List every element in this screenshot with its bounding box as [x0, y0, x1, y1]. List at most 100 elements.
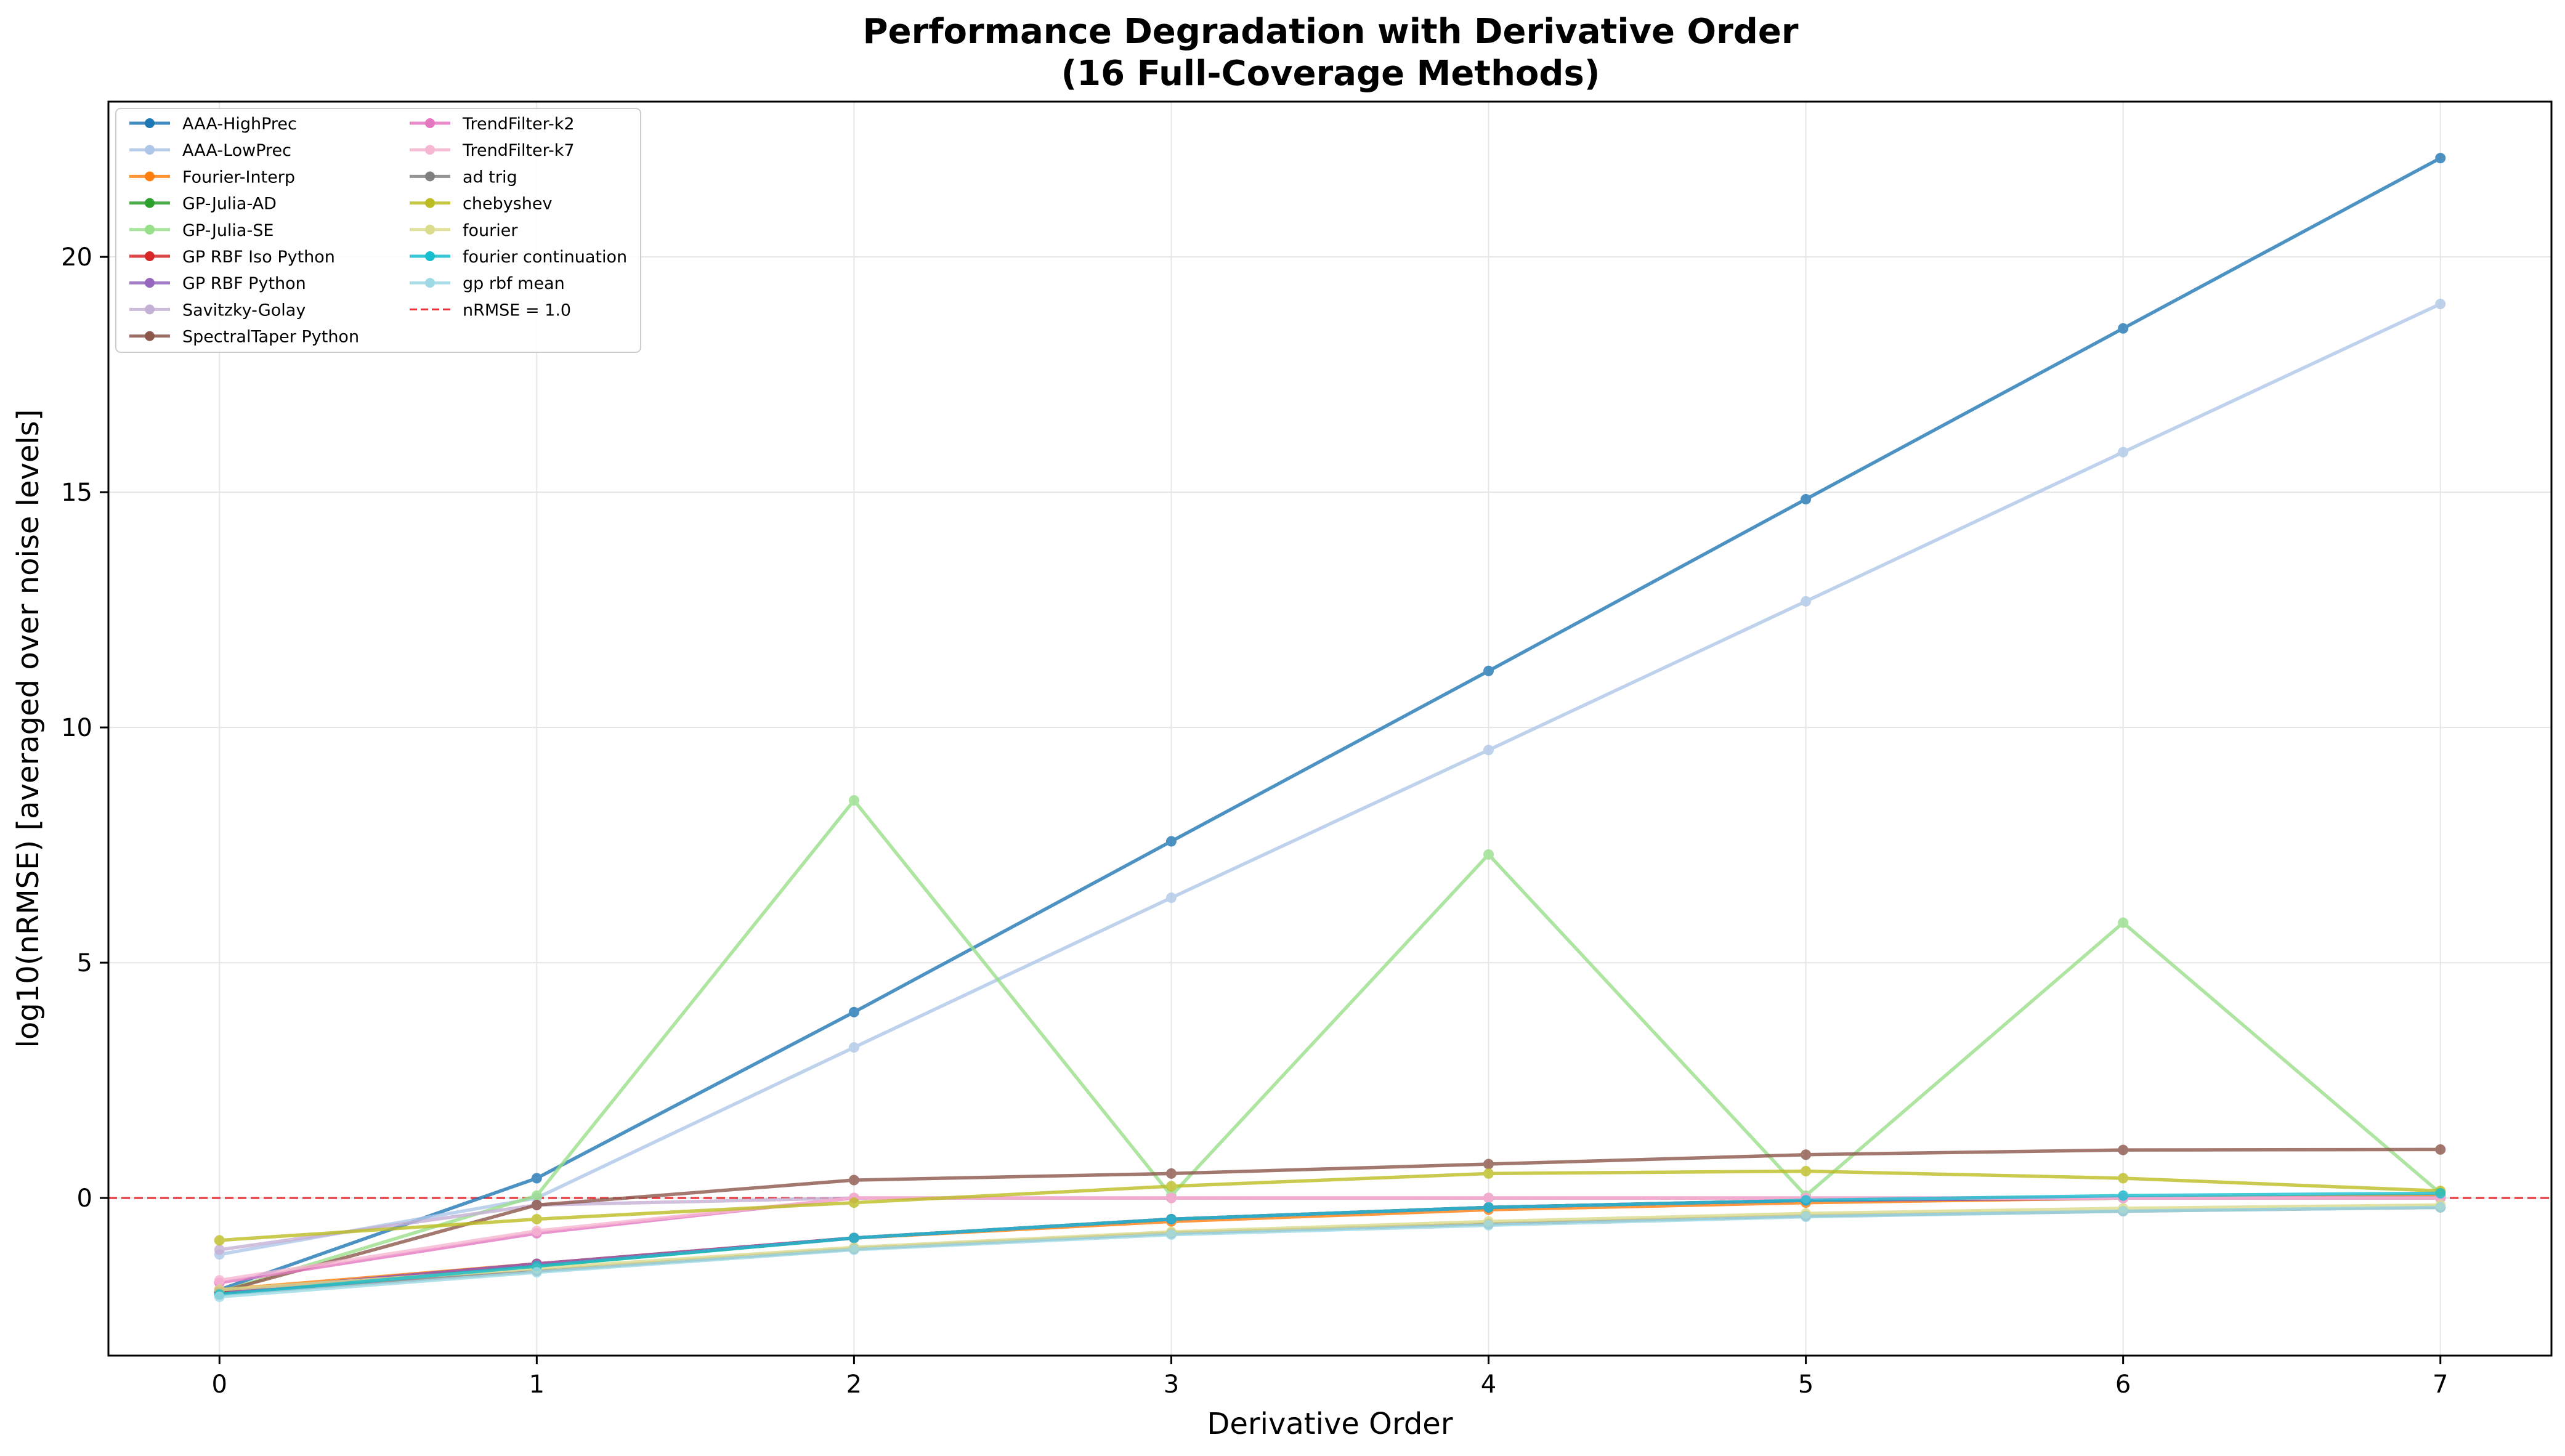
series-aaa-lowprec: [214, 299, 2446, 1260]
y-tick-label: 10: [61, 714, 92, 742]
legend: AAA-HighPrec AAA-LowPrec Fourier-Interp GP-…: [115, 108, 641, 353]
data-point: [848, 1175, 859, 1186]
data-point: [531, 1200, 542, 1211]
data-point: [1165, 1229, 1177, 1240]
legend-marker: [425, 278, 435, 288]
data-point: [1165, 836, 1177, 847]
data-point: [2435, 1187, 2446, 1199]
data-point: [848, 1197, 859, 1208]
series-gp-rbf-mean: [214, 1202, 2446, 1303]
legend-label: chebyshev: [463, 195, 552, 214]
legend-marker: [145, 304, 155, 315]
x-tick-label: 4: [1481, 1370, 1496, 1399]
y-tick-label: 0: [77, 1184, 92, 1213]
data-point: [848, 1232, 859, 1244]
legend-item: SpectralTaper Python: [129, 328, 359, 347]
data-point: [531, 1226, 542, 1237]
data-point: [214, 1292, 225, 1303]
data-point: [1483, 1192, 1494, 1203]
data-point: [2435, 1202, 2446, 1213]
legend-item: fourier: [410, 221, 518, 240]
data-point: [531, 1267, 542, 1278]
legend-label: Fourier-Interp: [182, 168, 295, 187]
data-point: [1165, 1168, 1177, 1179]
legend-item: ad trig: [410, 168, 517, 187]
legend-marker: [145, 251, 155, 261]
legend-label: GP RBF Python: [182, 274, 306, 293]
legend-label: AAA-HighPrec: [182, 115, 297, 134]
legend-label: AAA-LowPrec: [182, 141, 291, 160]
legend-item: TrendFilter-k7: [410, 141, 575, 160]
data-point: [1801, 1211, 1812, 1223]
series-aaa-highprec: [214, 153, 2446, 1295]
legend-item: GP RBF Iso Python: [129, 248, 335, 267]
x-tick-label: 0: [212, 1370, 227, 1399]
legend-label: GP-Julia-AD: [182, 195, 277, 214]
legend-label: TrendFilter-k7: [462, 141, 575, 160]
data-point: [848, 1006, 859, 1017]
x-tick-label: 5: [1798, 1370, 1813, 1399]
y-tick-label: 5: [77, 949, 92, 977]
legend-item: fourier continuation: [410, 248, 627, 267]
series-chebyshev: [214, 1166, 2446, 1246]
series-line: [219, 1147, 2441, 1294]
data-point: [2118, 323, 2129, 334]
data-point: [531, 1190, 542, 1201]
legend-marker: [425, 145, 435, 155]
legend-item: Savitzky-Golay: [129, 301, 306, 320]
data-point: [2435, 299, 2446, 310]
chart-title-line-2: (16 Full-Coverage Methods): [1061, 54, 1600, 94]
legend-marker: [425, 118, 435, 128]
series-line: [219, 1205, 2441, 1299]
legend-marker: [145, 145, 155, 155]
x-tick-label: 6: [2115, 1370, 2131, 1399]
legend-label: ad trig: [463, 168, 517, 187]
legend-label: fourier: [463, 221, 518, 240]
legend-item: AAA-HighPrec: [129, 115, 297, 134]
data-point: [1483, 1168, 1494, 1179]
data-point: [2118, 917, 2129, 928]
data-point: [2118, 1205, 2129, 1216]
legend-marker: [145, 278, 155, 288]
x-axis-ticks: 0 1 2 3 4 5 6 7: [212, 1356, 2448, 1399]
data-point: [1483, 1219, 1494, 1231]
series-layer: [214, 153, 2446, 1303]
legend-item: nRMSE = 1.0: [410, 301, 571, 320]
x-tick-label: 7: [2433, 1370, 2448, 1399]
legend-marker: [145, 171, 155, 182]
legend-marker: [425, 224, 435, 235]
data-point: [531, 1213, 542, 1224]
legend-item: chebyshev: [410, 195, 552, 214]
legend-item: GP RBF Python: [129, 274, 306, 293]
legend-label: fourier continuation: [463, 248, 627, 267]
data-point: [1165, 1181, 1177, 1192]
data-point: [1801, 1149, 1812, 1160]
legend-marker: [145, 198, 155, 208]
data-point: [1801, 494, 1812, 505]
data-point: [848, 1042, 859, 1053]
series-line: [219, 1169, 2441, 1242]
data-point: [1483, 849, 1494, 860]
y-tick-label: 15: [61, 479, 92, 507]
data-point: [2118, 447, 2129, 458]
data-point: [2435, 153, 2446, 164]
data-point: [2118, 1144, 2129, 1155]
series-line: [219, 156, 2442, 1292]
x-tick-label: 2: [846, 1370, 862, 1399]
data-point: [1483, 1202, 1494, 1213]
series-line: [219, 798, 2442, 1294]
series-line: [219, 1203, 2441, 1292]
data-point: [1483, 1159, 1494, 1170]
data-point: [1165, 1192, 1177, 1203]
x-tick-label: 3: [1164, 1370, 1179, 1399]
legend-label: gp rbf mean: [463, 274, 565, 293]
legend-item: GP-Julia-AD: [129, 195, 277, 214]
legend-label: nRMSE = 1.0: [463, 301, 571, 320]
chart-title-line-1: Performance Degradation with Derivative …: [863, 12, 1799, 52]
data-point: [1165, 1213, 1177, 1224]
y-axis-label: log10(nRMSE) [averaged over noise levels…: [11, 410, 46, 1048]
data-point: [1801, 1195, 1812, 1206]
data-point: [2435, 1144, 2446, 1155]
legend-label: GP RBF Iso Python: [182, 248, 335, 267]
